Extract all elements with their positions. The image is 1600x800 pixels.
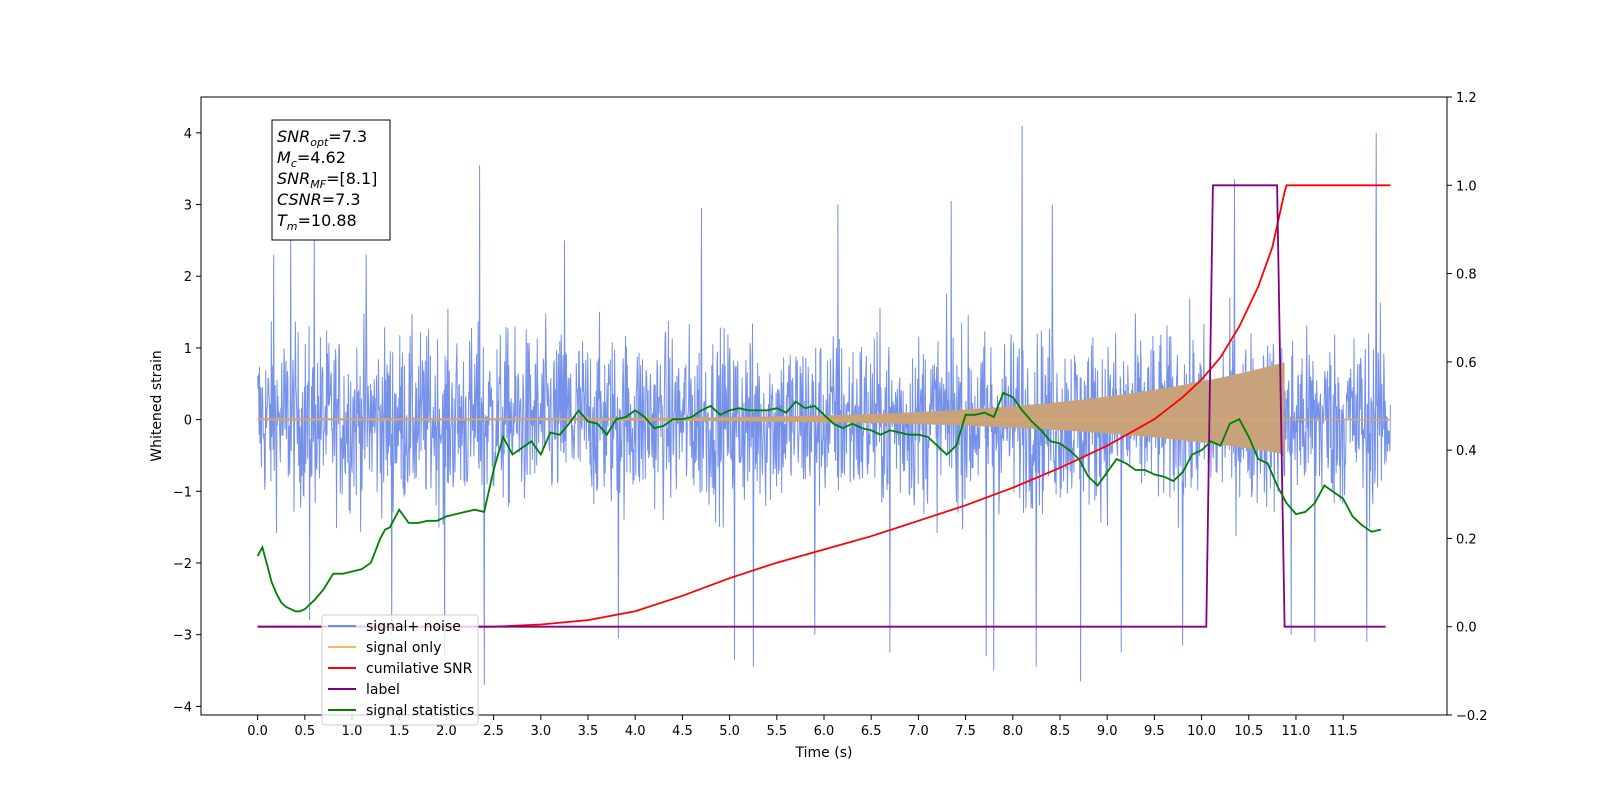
legend-label: signal+ noise (366, 619, 461, 635)
x-tick-label: 1.5 (389, 724, 410, 739)
y-tick-label-right: 0.6 (1456, 356, 1477, 371)
y-axis-label-left: Whitened strain (149, 350, 165, 461)
legend-label: signal statistics (366, 703, 474, 719)
x-tick-label: 6.0 (814, 724, 835, 739)
x-tick-label: 10.0 (1187, 724, 1216, 739)
annotation-line: SNRMF=[8.1] (277, 169, 377, 191)
y-tick-label-left: −4 (173, 700, 192, 715)
y-tick-label-right: 0.4 (1456, 444, 1477, 459)
series-label (257, 184, 1386, 628)
y-tick-label-right: 0.8 (1456, 268, 1477, 283)
legend-frame (321, 614, 479, 726)
x-tick-label: 3.5 (578, 724, 599, 739)
legend-label: signal only (366, 640, 441, 656)
x-tick-label: 0.5 (294, 724, 315, 739)
annotation-line: CSNR=7.3 (277, 190, 361, 209)
x-tick-label: 9.5 (1144, 724, 1165, 739)
annotation-line: Mc=4.62 (277, 148, 346, 170)
legend-label: label (366, 682, 400, 698)
y-axis-right: 1.2 1.0 0.8 0.6 0.4 0.2 0.0 −0.2 (1447, 91, 1488, 724)
y-tick-label-left: −3 (173, 629, 192, 644)
x-tick-label: 6.5 (861, 724, 882, 739)
x-tick-label: 8.0 (1002, 724, 1023, 739)
y-tick-label-left: 1 (184, 342, 192, 357)
y-axis-left: 4 3 2 1 0 −1 −2 −3 −4 (173, 127, 201, 715)
x-tick-label: 9.0 (1097, 724, 1118, 739)
y-tick-label-right: −0.2 (1456, 709, 1488, 724)
x-tick-label: 0.0 (247, 724, 268, 739)
y-tick-label-left: 4 (184, 127, 192, 142)
series-signal-noise (257, 125, 1391, 685)
x-tick-label: 4.5 (672, 724, 693, 739)
annotation-line: Tm=10.88 (277, 211, 357, 233)
legend-label: cumilative SNR (366, 661, 473, 677)
x-tick-label: 3.0 (530, 724, 551, 739)
x-axis-label: Time (s) (795, 745, 853, 761)
x-tick-label: 1.0 (342, 724, 363, 739)
annotation-frame (271, 119, 391, 241)
series-signal-statistics (256, 391, 1382, 613)
legend: signal+ noise signal only cumilative SNR la… (321, 614, 479, 726)
y-tick-label-right: 0.2 (1456, 532, 1477, 547)
y-tick-label-left: 0 (184, 414, 192, 429)
y-tick-label-left: −2 (173, 557, 192, 572)
series-cumulative-snr (257, 184, 1391, 628)
y-tick-label-left: −1 (173, 485, 192, 500)
annotation-line: SNRopt=7.3 (277, 127, 367, 149)
y-tick-label-right: 1.2 (1456, 91, 1477, 106)
x-tick-label: 5.5 (766, 724, 787, 739)
series-signal-only (257, 362, 1285, 454)
y-tick-label-right: 1.0 (1456, 179, 1477, 194)
y-tick-label-left: 3 (184, 199, 192, 214)
x-tick-label: 2.5 (483, 724, 504, 739)
x-tick-label: 5.0 (719, 724, 740, 739)
y-tick-label-right: 0.0 (1456, 621, 1477, 636)
x-tick-label: 4.0 (625, 724, 646, 739)
x-tick-label: 7.5 (955, 724, 976, 739)
x-tick-label: 10.5 (1234, 724, 1263, 739)
x-tick-label: 8.5 (1050, 724, 1071, 739)
x-tick-label: 2.0 (436, 724, 457, 739)
y-tick-label-left: 2 (184, 270, 192, 285)
x-tick-label: 7.0 (908, 724, 929, 739)
x-tick-label: 11.5 (1329, 724, 1358, 739)
plot-area (256, 125, 1391, 685)
x-axis: 0.0 0.5 1.0 1.5 2.0 2.5 3.0 3.5 4.0 4.5 5.0 5.5 6.0 6… (247, 715, 1358, 739)
x-tick-label: 11.0 (1281, 724, 1310, 739)
